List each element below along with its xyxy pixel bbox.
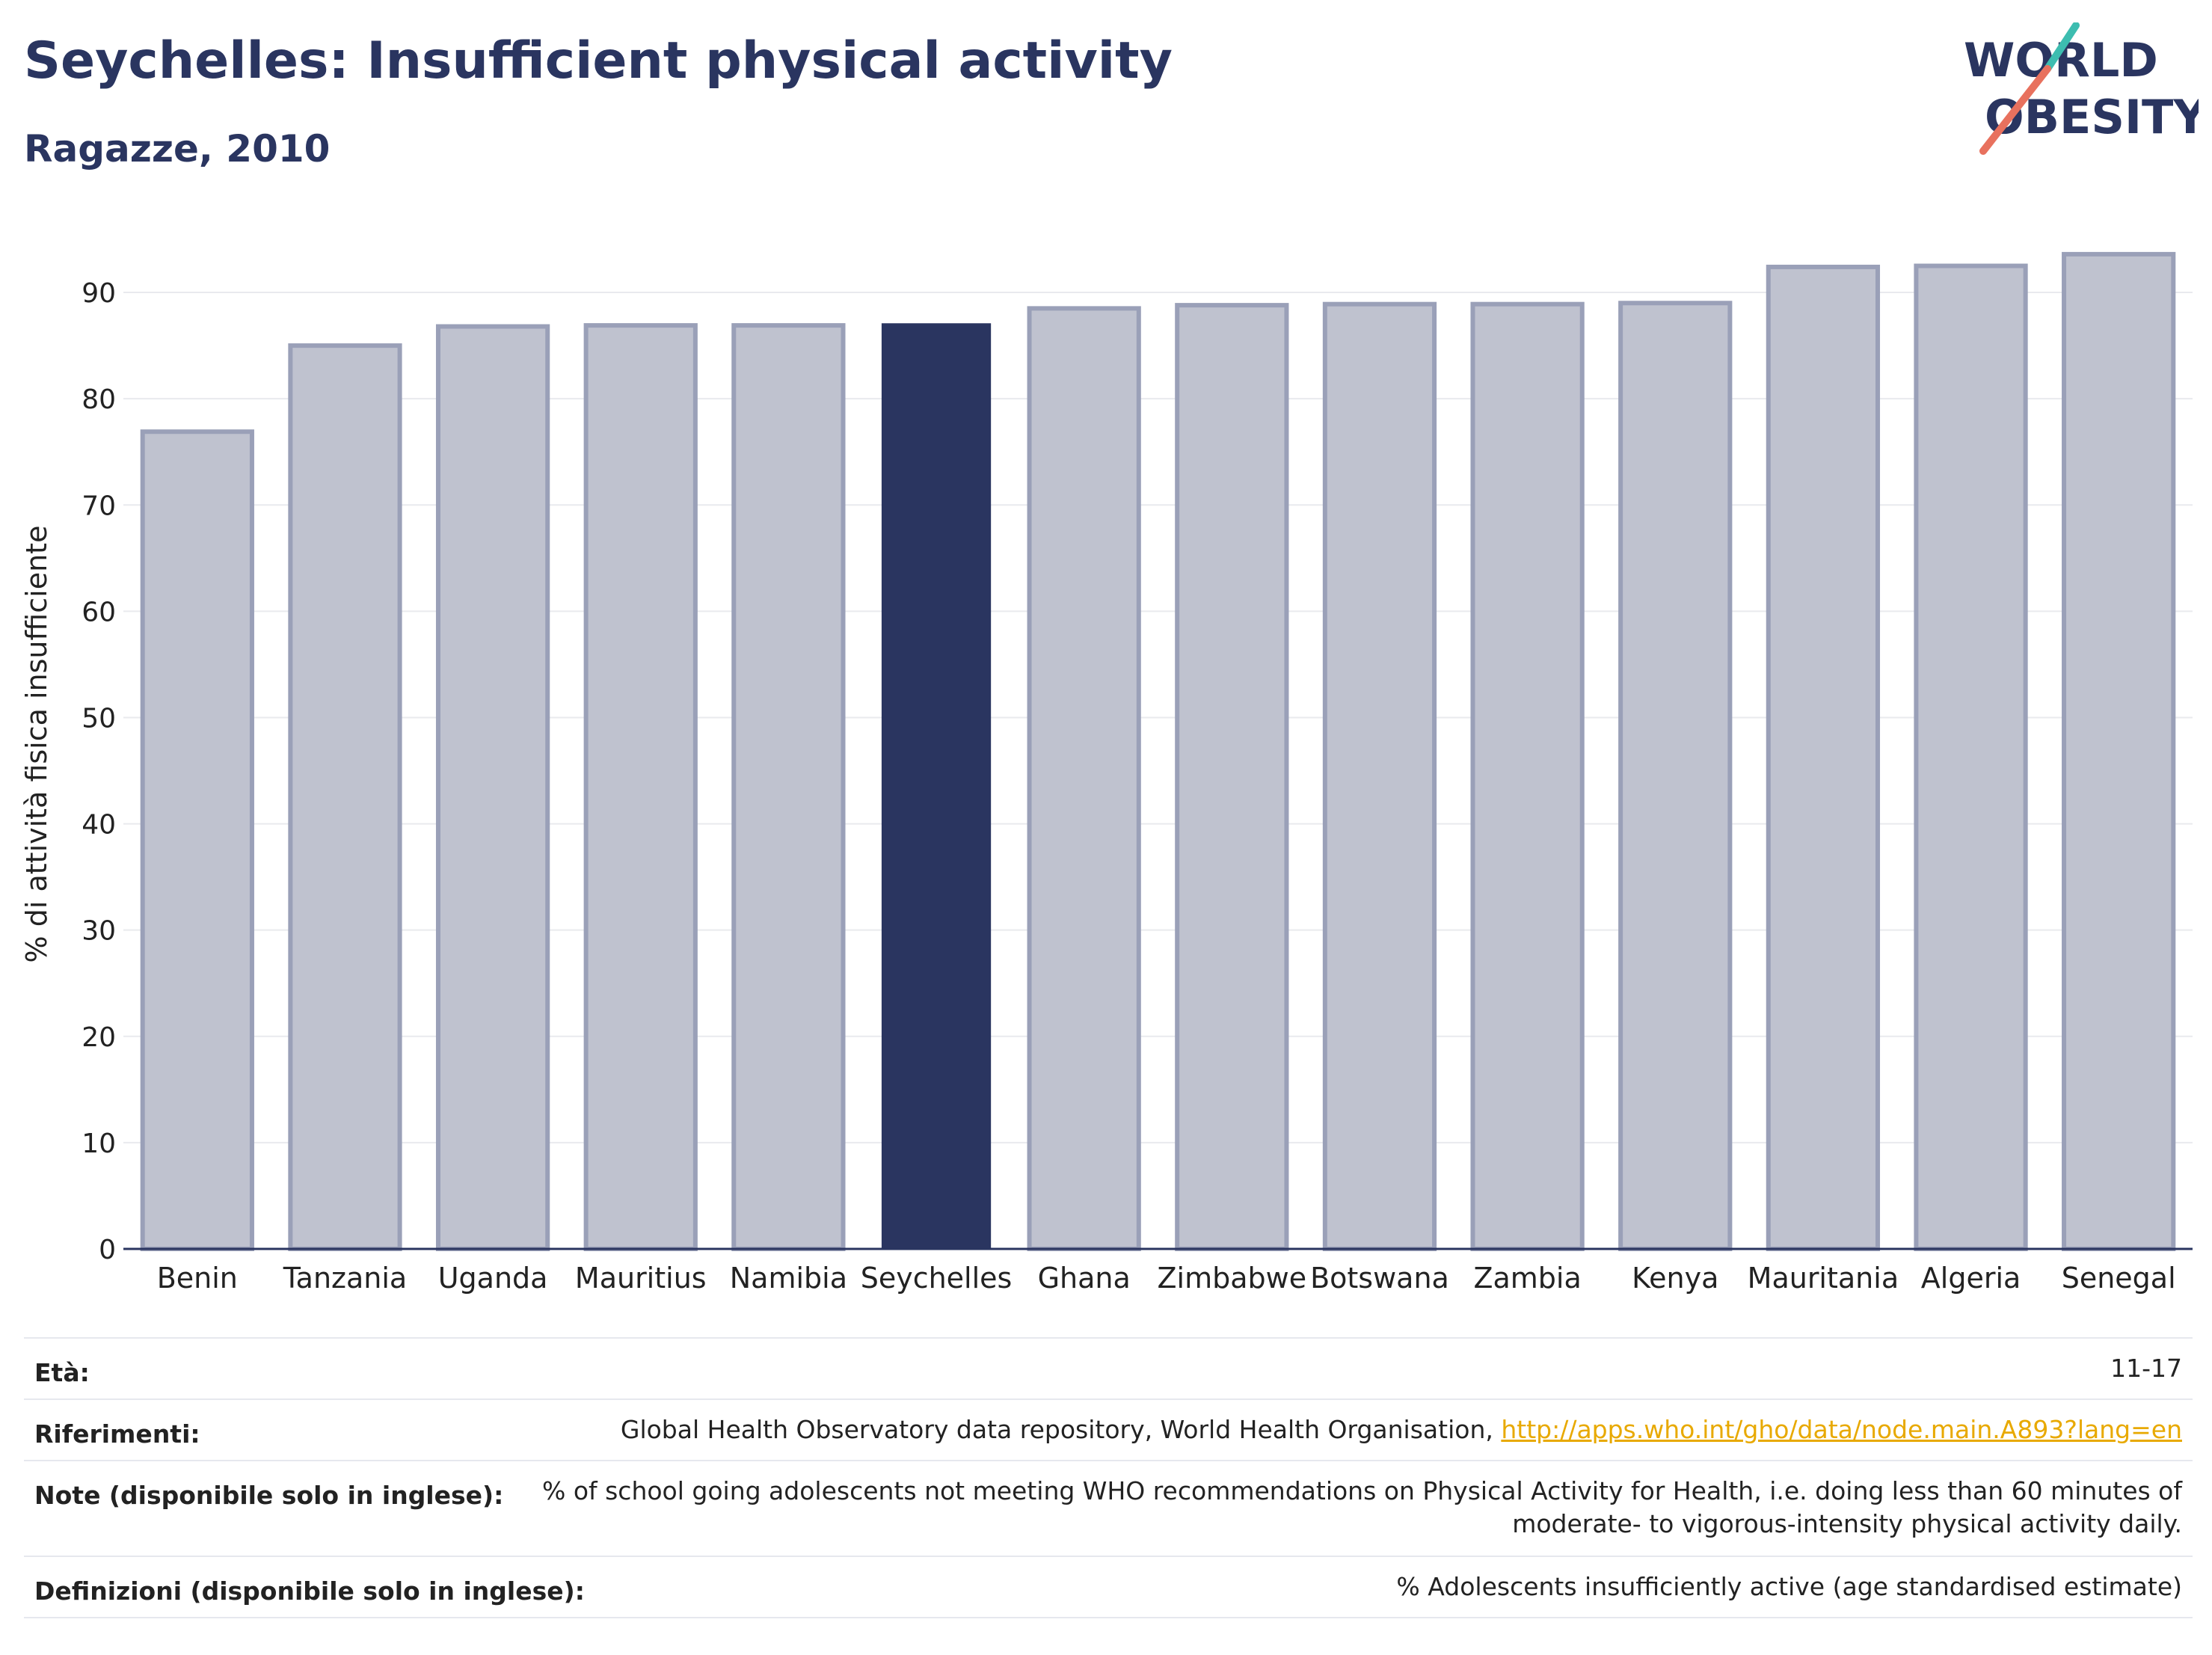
y-tick-label: 10 [82,1129,116,1159]
x-tick-label: Namibia [730,1262,847,1295]
age-label: Età: [34,1358,90,1387]
bar-zambia [1470,301,1585,1252]
bar-uganda [435,324,550,1251]
notes-line-1: % of school going adolescents not meetin… [541,1476,2182,1505]
y-tick-labels: 0 10 20 30 40 50 60 70 80 90 [82,278,116,1265]
definitions-value: % Adolescents insufficiently active (age… [1396,1572,2182,1601]
bar-benin [140,429,254,1251]
references-text: Global Health Observatory data repositor… [620,1415,1502,1444]
y-tick-label: 0 [99,1235,116,1265]
logo-word-world: WORLD [1964,33,2158,87]
bottom-divider [24,1617,2193,1618]
world-obesity-logo: WORLD OBESITY [1964,22,2199,155]
info-row-notes: Note (disponibile solo in inglese): % of… [24,1460,2193,1557]
bar-chart: 0 10 20 30 40 50 60 70 80 90 Benin Tanzania Uganda M… [20,251,2193,1295]
definitions-label: Definizioni (disponibile solo in inglese… [34,1576,585,1606]
chart-subtitle: Ragazze, 2010 [24,127,331,171]
info-row-references: Riferimenti: Global Health Observatory d… [24,1398,2193,1461]
y-tick-label: 60 [82,597,116,627]
chart-title: Seychelles: Insufficient physical activi… [24,31,1173,90]
y-axis-label: % di attività fisica insufficiente [20,526,53,963]
bar-senegal [2062,251,2176,1251]
y-tick-label: 30 [82,916,116,947]
x-tick-label: Seychelles [861,1262,1013,1295]
references-value: Global Health Observatory data repositor… [621,1413,2182,1446]
y-tick-label: 80 [82,384,116,415]
y-tick-label: 70 [82,491,116,521]
gridlines [123,292,2193,1143]
x-tick-labels: Benin Tanzania Uganda Mauritius Namibia Seych… [157,1262,2176,1295]
bar-mauritius [583,323,698,1252]
bar-algeria [1914,263,2028,1251]
bars [140,251,2176,1252]
logo-word-obesity: OBESITY [1985,90,2199,144]
y-tick-label: 20 [82,1022,116,1053]
bar-namibia [731,323,846,1252]
x-tick-label: Botswana [1310,1262,1449,1295]
y-tick-label: 50 [82,703,116,734]
x-tick-label: Ghana [1038,1262,1131,1295]
logo-slash-coral [1979,65,2051,155]
references-label: Riferimenti: [34,1419,200,1449]
notes-value: % of school going adolescents not meetin… [542,1475,2182,1541]
x-tick-label: Benin [157,1262,238,1295]
bar-botswana [1322,301,1437,1252]
bar-ghana [1027,306,1141,1252]
y-tick-label: 40 [82,810,116,841]
notes-label: Note (disponibile solo in inglese): [34,1481,504,1510]
x-tick-label: Senegal [2062,1262,2176,1295]
x-tick-label: Zambia [1473,1262,1581,1295]
info-row-definitions: Definizioni (disponibile solo in inglese… [24,1556,2193,1618]
y-tick-label: 90 [82,278,116,309]
x-tick-label: Tanzania [283,1262,407,1295]
references-link[interactable]: http://apps.who.int/gho/data/node.main.A… [1501,1415,2182,1444]
bar-tanzania [288,343,402,1252]
bar-zimbabwe [1175,303,1289,1252]
info-row-age: Età: 11-17 [24,1337,2193,1400]
bar-kenya [1618,301,1733,1251]
x-tick-label: Uganda [438,1262,548,1295]
x-tick-label: Algeria [1921,1262,2021,1295]
x-tick-label: Kenya [1632,1262,1718,1295]
bar-mauritania [1766,264,1881,1251]
logo-slash-teal [2044,22,2080,73]
x-tick-label: Mauritania [1748,1262,1899,1295]
bar-seychelles [881,323,992,1249]
notes-line-2: moderate- to vigorous-intensity physical… [1512,1509,2182,1538]
age-value: 11-17 [2110,1354,2182,1383]
x-tick-label: Zimbabwe [1158,1262,1307,1295]
x-tick-label: Mauritius [575,1262,707,1295]
